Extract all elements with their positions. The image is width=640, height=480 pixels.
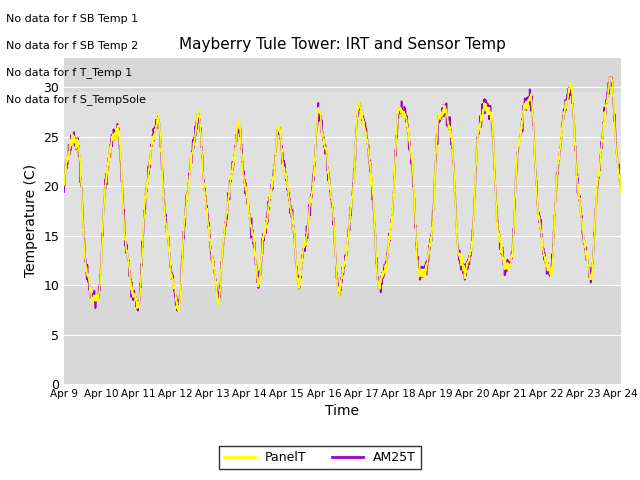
AM25T (331, 243, 339, 249)
AM25T (601, 107, 609, 113)
PanelT (617, 190, 625, 196)
Text: No data for f T_Temp 1: No data for f T_Temp 1 (6, 67, 132, 78)
AM25T (601, 115, 609, 121)
PanelT (316, 110, 324, 116)
AM25T (617, 185, 625, 191)
PanelT (175, 309, 183, 314)
Text: No data for f SB Temp 2: No data for f SB Temp 2 (6, 41, 139, 51)
AM25T (88, 296, 96, 302)
Title: Mayberry Tule Tower: IRT and Sensor Temp: Mayberry Tule Tower: IRT and Sensor Temp (179, 37, 506, 52)
Y-axis label: Temperature (C): Temperature (C) (24, 164, 38, 277)
PanelT (606, 74, 614, 80)
AM25T (316, 110, 324, 116)
PanelT (601, 114, 609, 120)
Line: PanelT: PanelT (64, 77, 621, 312)
PanelT (60, 182, 68, 188)
AM25T (174, 308, 182, 314)
PanelT (331, 245, 339, 251)
PanelT (499, 256, 506, 262)
AM25T (499, 255, 506, 261)
Text: No data for f SB Temp 1: No data for f SB Temp 1 (6, 14, 138, 24)
AM25T (60, 189, 68, 195)
PanelT (601, 115, 609, 121)
Line: AM25T: AM25T (64, 77, 621, 311)
AM25T (606, 74, 614, 80)
Legend: PanelT, AM25T: PanelT, AM25T (219, 446, 421, 469)
X-axis label: Time: Time (325, 405, 360, 419)
Text: No data for f S_TempSole: No data for f S_TempSole (6, 94, 147, 105)
PanelT (88, 296, 96, 302)
Bar (64, 92, 621, 285)
